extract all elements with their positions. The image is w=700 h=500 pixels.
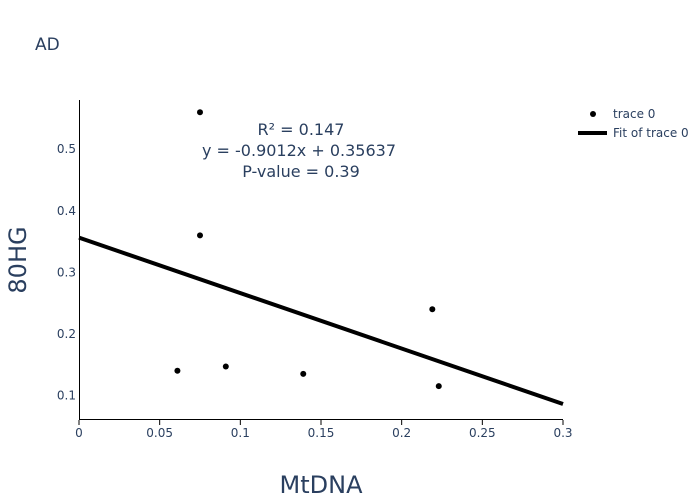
legend-label-fit: Fit of trace 0	[613, 126, 689, 140]
chart-title: AD	[35, 35, 60, 55]
data-point	[197, 232, 203, 239]
annotation-r2: R² = 0.147	[258, 120, 345, 139]
x-tick-label: 0.25	[469, 426, 496, 440]
x-tick-label: 0.3	[553, 426, 572, 440]
x-tick-label: 0.15	[308, 426, 335, 440]
annotation-pvalue: P-value = 0.39	[242, 162, 360, 181]
x-tick-label: 0.2	[392, 426, 411, 440]
x-tick-label: 0	[75, 426, 83, 440]
data-point	[174, 367, 181, 374]
legend-item-trace-0[interactable]: trace 0	[590, 107, 655, 121]
data-point	[429, 306, 436, 313]
plot-area: 0 0.05 0.1 0.15 0.2 0.25 0.3 0.1 0.2 0.3 0.4 0.5	[57, 100, 573, 440]
fit-annotation: R² = 0.147 y = -0.9012x + 0.35637 P-valu…	[202, 120, 396, 181]
y-tick-label: 0.3	[57, 265, 76, 279]
y-ticks: 0.1 0.2 0.3 0.4 0.5	[57, 142, 76, 402]
x-axis-title: MtDNA	[280, 471, 364, 499]
data-point	[197, 109, 203, 116]
legend[interactable]: trace 0 Fit of trace 0	[578, 107, 689, 140]
fit-line-group	[78, 235, 564, 406]
data-point	[222, 363, 229, 370]
legend-item-fit[interactable]: Fit of trace 0	[578, 126, 689, 140]
y-axis-title: 80HG	[4, 226, 32, 293]
x-tick-label: 0.1	[231, 426, 250, 440]
scatter-points	[174, 109, 442, 390]
legend-label-trace-0: trace 0	[613, 107, 655, 121]
y-tick-label: 0.5	[57, 142, 76, 156]
y-tick-label: 0.4	[57, 204, 76, 218]
annotation-equation: y = -0.9012x + 0.35637	[202, 141, 396, 160]
fit-line	[78, 235, 564, 406]
data-point	[300, 370, 307, 377]
y-tick-label: 0.1	[57, 388, 76, 402]
y-tick-label: 0.2	[57, 327, 76, 341]
x-tick-label: 0.05	[146, 426, 173, 440]
x-ticks: 0 0.05 0.1 0.15 0.2 0.25 0.3	[75, 420, 573, 440]
data-point	[435, 383, 442, 390]
legend-marker-dot	[590, 111, 596, 117]
